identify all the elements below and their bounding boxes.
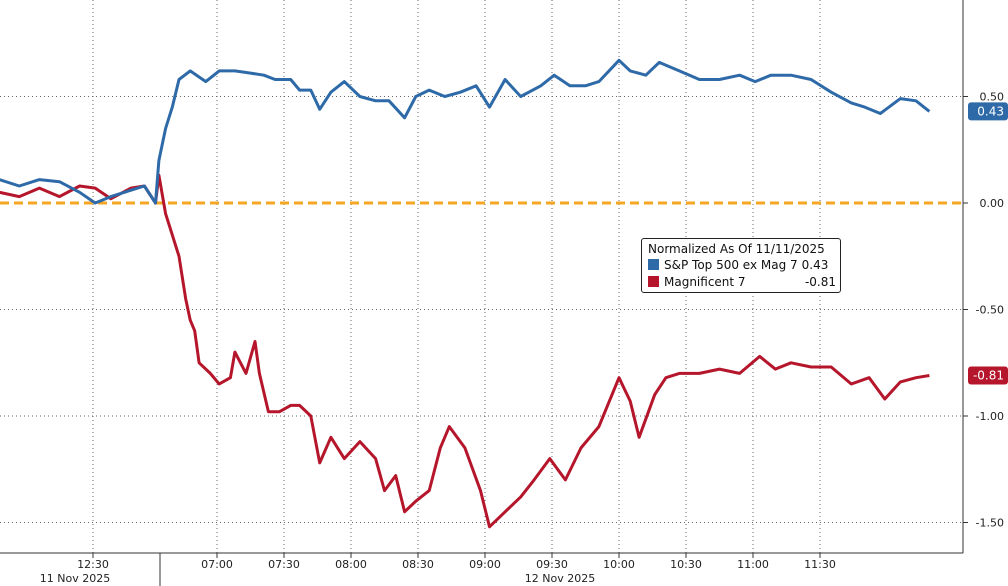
y-tick-label: 0.50 — [980, 91, 1005, 104]
series-line — [0, 173, 930, 529]
x-tick-label: 09:30 — [536, 558, 568, 571]
y-tick-label: -0.50 — [976, 304, 1004, 317]
x-tick-label: 11:00 — [737, 558, 769, 571]
x-tick-label: 07:30 — [268, 558, 300, 571]
last-value-label: 0.43 — [977, 104, 1004, 118]
series-lines — [0, 58, 963, 529]
x-tick-label: 09:00 — [469, 558, 501, 571]
legend-title: Normalized As Of 11/11/2025 — [648, 242, 825, 256]
series-line — [0, 58, 931, 205]
x-tick-label: 10:00 — [603, 558, 635, 571]
legend-item-magnificent-7: Magnificent 7 -0.81 — [648, 273, 836, 290]
x-tick-label: 07:00 — [201, 558, 233, 571]
legend-value: 0.43 — [801, 257, 829, 272]
date-label: 11 Nov 2025 — [40, 572, 110, 585]
legend-swatch-red — [648, 276, 659, 287]
legend-label: Magnificent 7 — [664, 274, 746, 289]
legend-swatch-blue — [648, 259, 659, 270]
legend-value: -0.81 — [804, 274, 836, 289]
x-tick-label: 08:30 — [402, 558, 434, 571]
gridlines — [0, 0, 963, 553]
legend: Normalized As Of 11/11/2025 S&P Top 500 … — [641, 238, 841, 293]
legend-label: S&P Top 500 ex Mag 7 — [664, 257, 798, 272]
y-tick-label: 0.00 — [980, 197, 1005, 210]
date-label: 12 Nov 2025 — [525, 572, 595, 585]
axis-labels: 0.50 0.00 -0.50 -1.00 -1.50 12:30 07:00 07:30 08… — [40, 91, 1008, 585]
x-tick-label: 11:30 — [804, 558, 836, 571]
y-tick-label: -1.50 — [976, 517, 1004, 530]
axes — [0, 0, 968, 586]
legend-item-sp500-ex-mag7: S&P Top 500 ex Mag 7 0.43 — [648, 256, 836, 273]
x-tick-label: 08:00 — [335, 558, 367, 571]
x-tick-label: 10:30 — [670, 558, 702, 571]
last-value-badge — [968, 366, 1008, 385]
last-value-label: -0.81 — [973, 369, 1004, 383]
y-tick-label: -1.00 — [976, 410, 1004, 423]
last-value-badge — [968, 102, 1008, 121]
x-tick-label: 12:30 — [77, 558, 109, 571]
